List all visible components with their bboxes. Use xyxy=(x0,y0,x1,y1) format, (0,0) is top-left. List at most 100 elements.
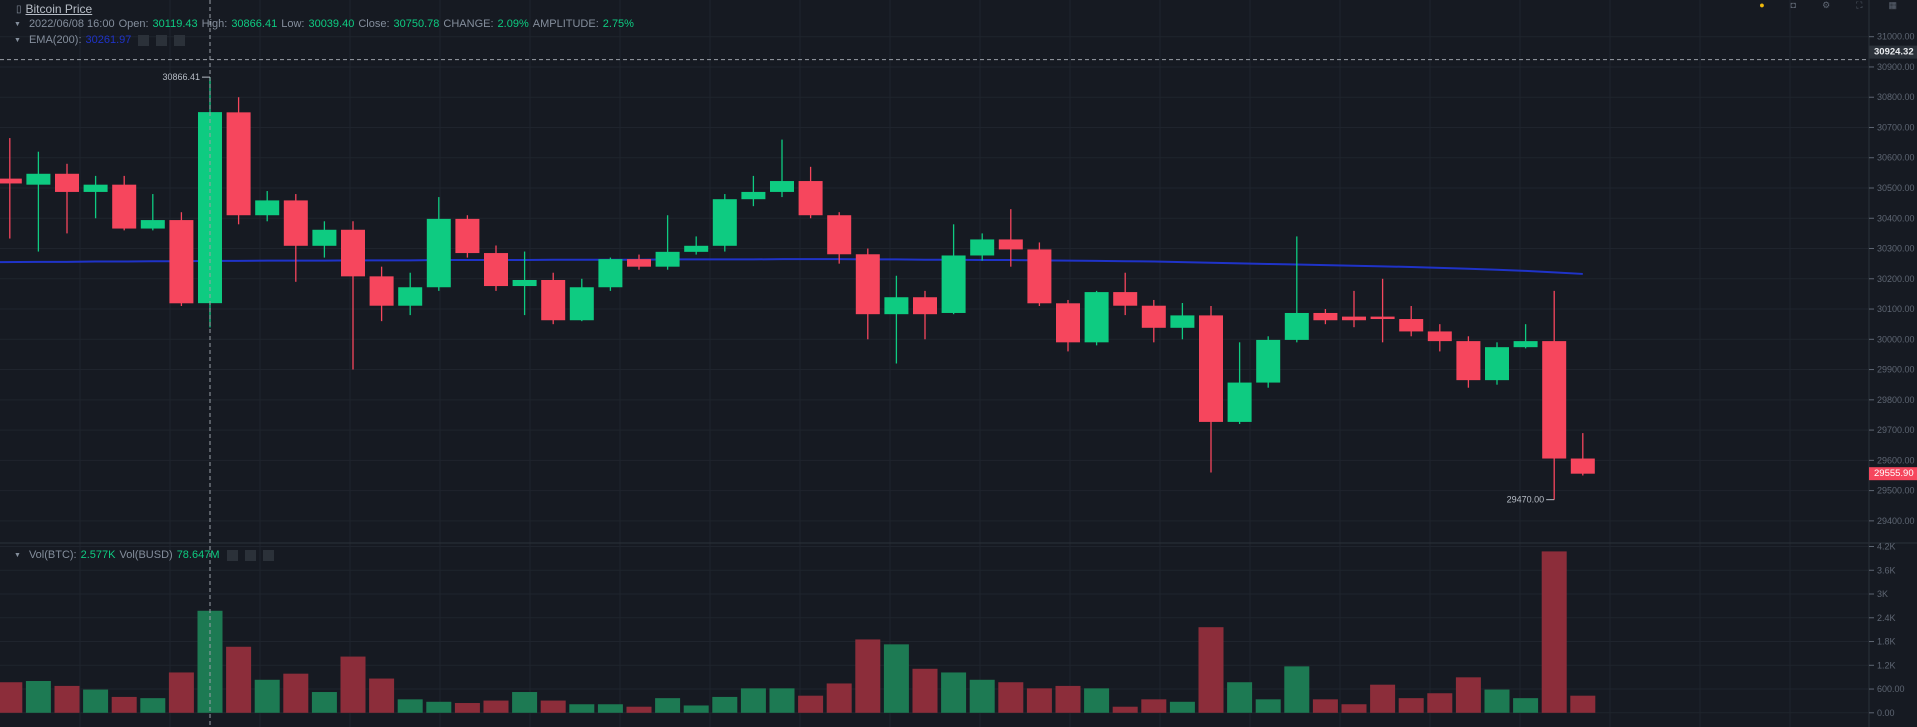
crosshair-price-label-bg xyxy=(1869,45,1917,59)
settings-icon[interactable] xyxy=(244,549,256,561)
candle-up xyxy=(398,287,423,306)
volume-bar-up xyxy=(140,698,166,713)
volume-bar-down xyxy=(111,696,137,713)
candle-up xyxy=(26,173,51,185)
volume-bar-up xyxy=(683,705,709,713)
close-icon[interactable] xyxy=(262,549,274,561)
collapse-icon[interactable]: ▼ xyxy=(14,20,21,28)
candle-down xyxy=(341,229,365,277)
volume-bar-up xyxy=(1255,699,1281,713)
volume-bar-up xyxy=(1227,682,1253,713)
candle-down xyxy=(1199,315,1223,422)
volume-legend: ▼ Vol(BTC): 2.577K Vol(BUSD) 78.647M xyxy=(14,549,274,561)
close-icon[interactable] xyxy=(174,34,186,46)
candle-up xyxy=(255,200,280,216)
volume-tick-label: 4.2K xyxy=(1877,542,1896,552)
volume-tick-label: 600.00 xyxy=(1877,684,1905,694)
visibility-icon[interactable] xyxy=(226,549,238,561)
candle-up xyxy=(426,218,451,288)
candle-up xyxy=(1485,347,1509,381)
volume-bar-down xyxy=(855,639,881,713)
price-tick-label: 30000.00 xyxy=(1877,334,1915,344)
candle-down xyxy=(1313,312,1338,321)
volume-bar-up xyxy=(83,689,109,713)
vol-busd-value: 78.647M xyxy=(176,549,220,561)
volume-bar-down xyxy=(454,703,480,713)
last-price-label-bg xyxy=(1869,467,1917,481)
candle-down xyxy=(1370,316,1395,320)
candle-up xyxy=(684,245,709,252)
layout-icon[interactable]: ▦ xyxy=(1888,0,1897,10)
high-marker-label: 30866.41 xyxy=(162,72,200,82)
ohlc-legend: ▼ 2022/06/08 16:00 Open: 30119.43 High: 30… xyxy=(14,18,634,30)
vol-busd-label: Vol(BUSD) xyxy=(119,549,173,561)
candle-up xyxy=(1227,382,1252,422)
candle-up xyxy=(569,287,594,321)
candle-up xyxy=(712,199,737,246)
volume-bar-down xyxy=(798,695,824,713)
volume-bar-up xyxy=(1284,666,1310,713)
candle-down xyxy=(798,181,823,216)
volume-bar-down xyxy=(1112,706,1138,713)
collapse-icon[interactable]: ▼ xyxy=(14,36,21,44)
candle-down xyxy=(484,253,508,287)
candle-down xyxy=(455,218,480,254)
volume-bar-up xyxy=(1169,701,1195,713)
volume-bar-down xyxy=(1541,551,1567,713)
volume-bar-down xyxy=(54,685,80,713)
high-label: High: xyxy=(201,18,228,30)
chart-icon: ▯ xyxy=(16,3,22,15)
price-tick-label: 29500.00 xyxy=(1877,486,1915,496)
toolbar-icons: ● ◘ ⚙ ⛶ ▦ xyxy=(1759,0,1897,11)
volume-bar-up xyxy=(397,699,423,713)
close-value: 30750.78 xyxy=(393,18,440,30)
close-label: Close: xyxy=(358,18,390,30)
candle-down xyxy=(1456,341,1481,381)
low-marker-label: 29470.00 xyxy=(1507,495,1545,505)
change-label: CHANGE: xyxy=(443,18,494,30)
candle-up xyxy=(140,220,165,229)
volume-tick-label: 1.2K xyxy=(1877,660,1896,670)
candle-down xyxy=(1027,249,1052,304)
volume-bar-down xyxy=(626,706,652,713)
volume-bar-down xyxy=(1026,688,1052,713)
candle-down xyxy=(0,178,22,184)
chart-title-row: ▯ Bitcoin Price xyxy=(16,2,92,16)
volume-bar-up xyxy=(740,688,766,713)
candle-up xyxy=(770,181,794,192)
volume-bar-up xyxy=(311,692,337,713)
candle-up xyxy=(1256,339,1281,383)
crosshair-price-label: 30924.32 xyxy=(1874,47,1914,58)
grid xyxy=(0,0,1869,727)
price-tick-label: 29800.00 xyxy=(1877,395,1915,405)
candle-up xyxy=(1284,312,1309,340)
settings-icon[interactable]: ⚙ xyxy=(1822,0,1831,10)
candle-down xyxy=(1570,458,1595,474)
price-tick-label: 30500.00 xyxy=(1877,183,1915,193)
volume-tick-label: 3K xyxy=(1877,589,1888,599)
chart-title-link[interactable]: Bitcoin Price xyxy=(25,2,93,16)
candle-down xyxy=(855,254,880,315)
low-value: 30039.40 xyxy=(308,18,355,30)
price-tick-label: 30100.00 xyxy=(1877,304,1915,314)
volume-bar-down xyxy=(1427,693,1453,713)
vol-btc-value: 2.577K xyxy=(80,549,116,561)
volume-bar-up xyxy=(512,692,538,713)
volume-bar-up xyxy=(569,704,595,713)
visibility-icon[interactable] xyxy=(138,34,150,46)
alert-icon[interactable]: ● xyxy=(1759,0,1765,10)
collapse-icon[interactable]: ▼ xyxy=(14,551,21,559)
candle-down xyxy=(226,112,251,216)
volume-bar-down xyxy=(0,682,23,713)
candle-down xyxy=(112,184,137,229)
price-tick-label: 30800.00 xyxy=(1877,92,1915,102)
fullscreen-icon[interactable]: ⛶ xyxy=(1856,0,1863,10)
camera-icon[interactable]: ◘ xyxy=(1790,0,1797,10)
price-tick-label: 29400.00 xyxy=(1877,516,1915,526)
settings-icon[interactable] xyxy=(156,34,168,46)
candle-down xyxy=(1427,331,1452,342)
volume-bar-up xyxy=(941,672,967,713)
volume-bar-down xyxy=(226,646,252,713)
